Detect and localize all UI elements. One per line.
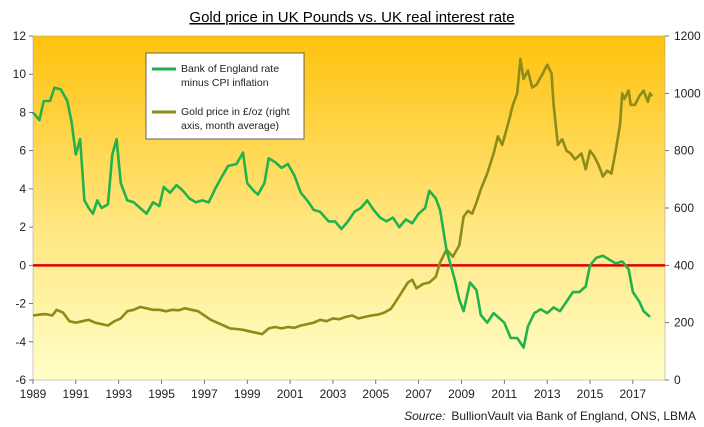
gold-price-series-line <box>32 57 654 336</box>
left-axis-tick-label: -2 <box>15 297 26 311</box>
right-axis-tick-label: 600 <box>674 201 694 215</box>
x-axis-tick-label: 2001 <box>277 387 304 401</box>
x-axis-tick-label: 1991 <box>62 387 89 401</box>
left-axis-tick-label: -4 <box>15 335 26 349</box>
x-axis-tick-label: 2015 <box>577 387 604 401</box>
x-axis-tick-label: 1993 <box>105 387 132 401</box>
right-axis-tick-label: 1000 <box>674 86 701 100</box>
right-axis-tick-label: 200 <box>674 316 694 330</box>
left-axis-tick-label: 12 <box>13 29 27 43</box>
right-axis-tick-label: 400 <box>674 258 694 272</box>
x-axis: 1989 1991 1993 1995 1997 1999 2001 2003 2005 2007… <box>20 380 647 401</box>
right-axis: 1200 1000 800 600 400 200 0 <box>665 29 701 387</box>
left-axis-tick-label: 8 <box>19 105 26 119</box>
legend-label-gold-line1: Gold price in £/oz (right <box>181 106 290 118</box>
x-axis-tick-label: 2005 <box>362 387 389 401</box>
real-rate-series-line <box>32 86 651 349</box>
left-axis-tick-label: -6 <box>15 373 26 387</box>
x-axis-tick-label: 2017 <box>620 387 647 401</box>
legend: Bank of England rate minus CPI inflation… <box>145 52 305 140</box>
x-axis-tick-label: 1997 <box>191 387 218 401</box>
chart-title: Gold price in UK Pounds vs. UK real inte… <box>189 9 514 26</box>
x-axis-tick-label: 2007 <box>405 387 432 401</box>
x-axis-tick-label: 2013 <box>534 387 561 401</box>
legend-label-rate-line1: Bank of England rate <box>181 63 279 75</box>
right-axis-tick-label: 800 <box>674 144 694 158</box>
source-text: BullionVault via Bank of England, ONS, L… <box>451 409 696 423</box>
source-note: Source: BullionVault via Bank of England,… <box>404 409 696 423</box>
x-axis-tick-label: 2009 <box>448 387 475 401</box>
left-axis-tick-label: 2 <box>19 220 26 234</box>
legend-box <box>145 52 305 140</box>
plot-area <box>32 35 666 381</box>
left-axis-tick-label: 4 <box>19 182 26 196</box>
x-axis-tick-label: 1999 <box>234 387 261 401</box>
left-axis-tick-label: 0 <box>19 258 26 272</box>
legend-label-rate-line2: minus CPI inflation <box>181 77 269 89</box>
left-axis-tick-label: 10 <box>13 67 27 81</box>
legend-label-gold-line2: axis, month average) <box>181 120 279 132</box>
x-axis-tick-label: 2011 <box>491 387 517 401</box>
source-label: Source: <box>404 409 445 423</box>
x-axis-tick-label: 2003 <box>320 387 347 401</box>
left-axis-tick-label: 6 <box>19 144 26 158</box>
right-axis-tick-label: 1200 <box>674 29 701 43</box>
x-axis-tick-label: 1989 <box>20 387 47 401</box>
x-axis-tick-label: 1995 <box>148 387 175 401</box>
right-axis-tick-label: 0 <box>674 373 681 387</box>
left-axis: 12 10 8 6 4 2 0 -2 -4 -6 <box>13 29 33 387</box>
